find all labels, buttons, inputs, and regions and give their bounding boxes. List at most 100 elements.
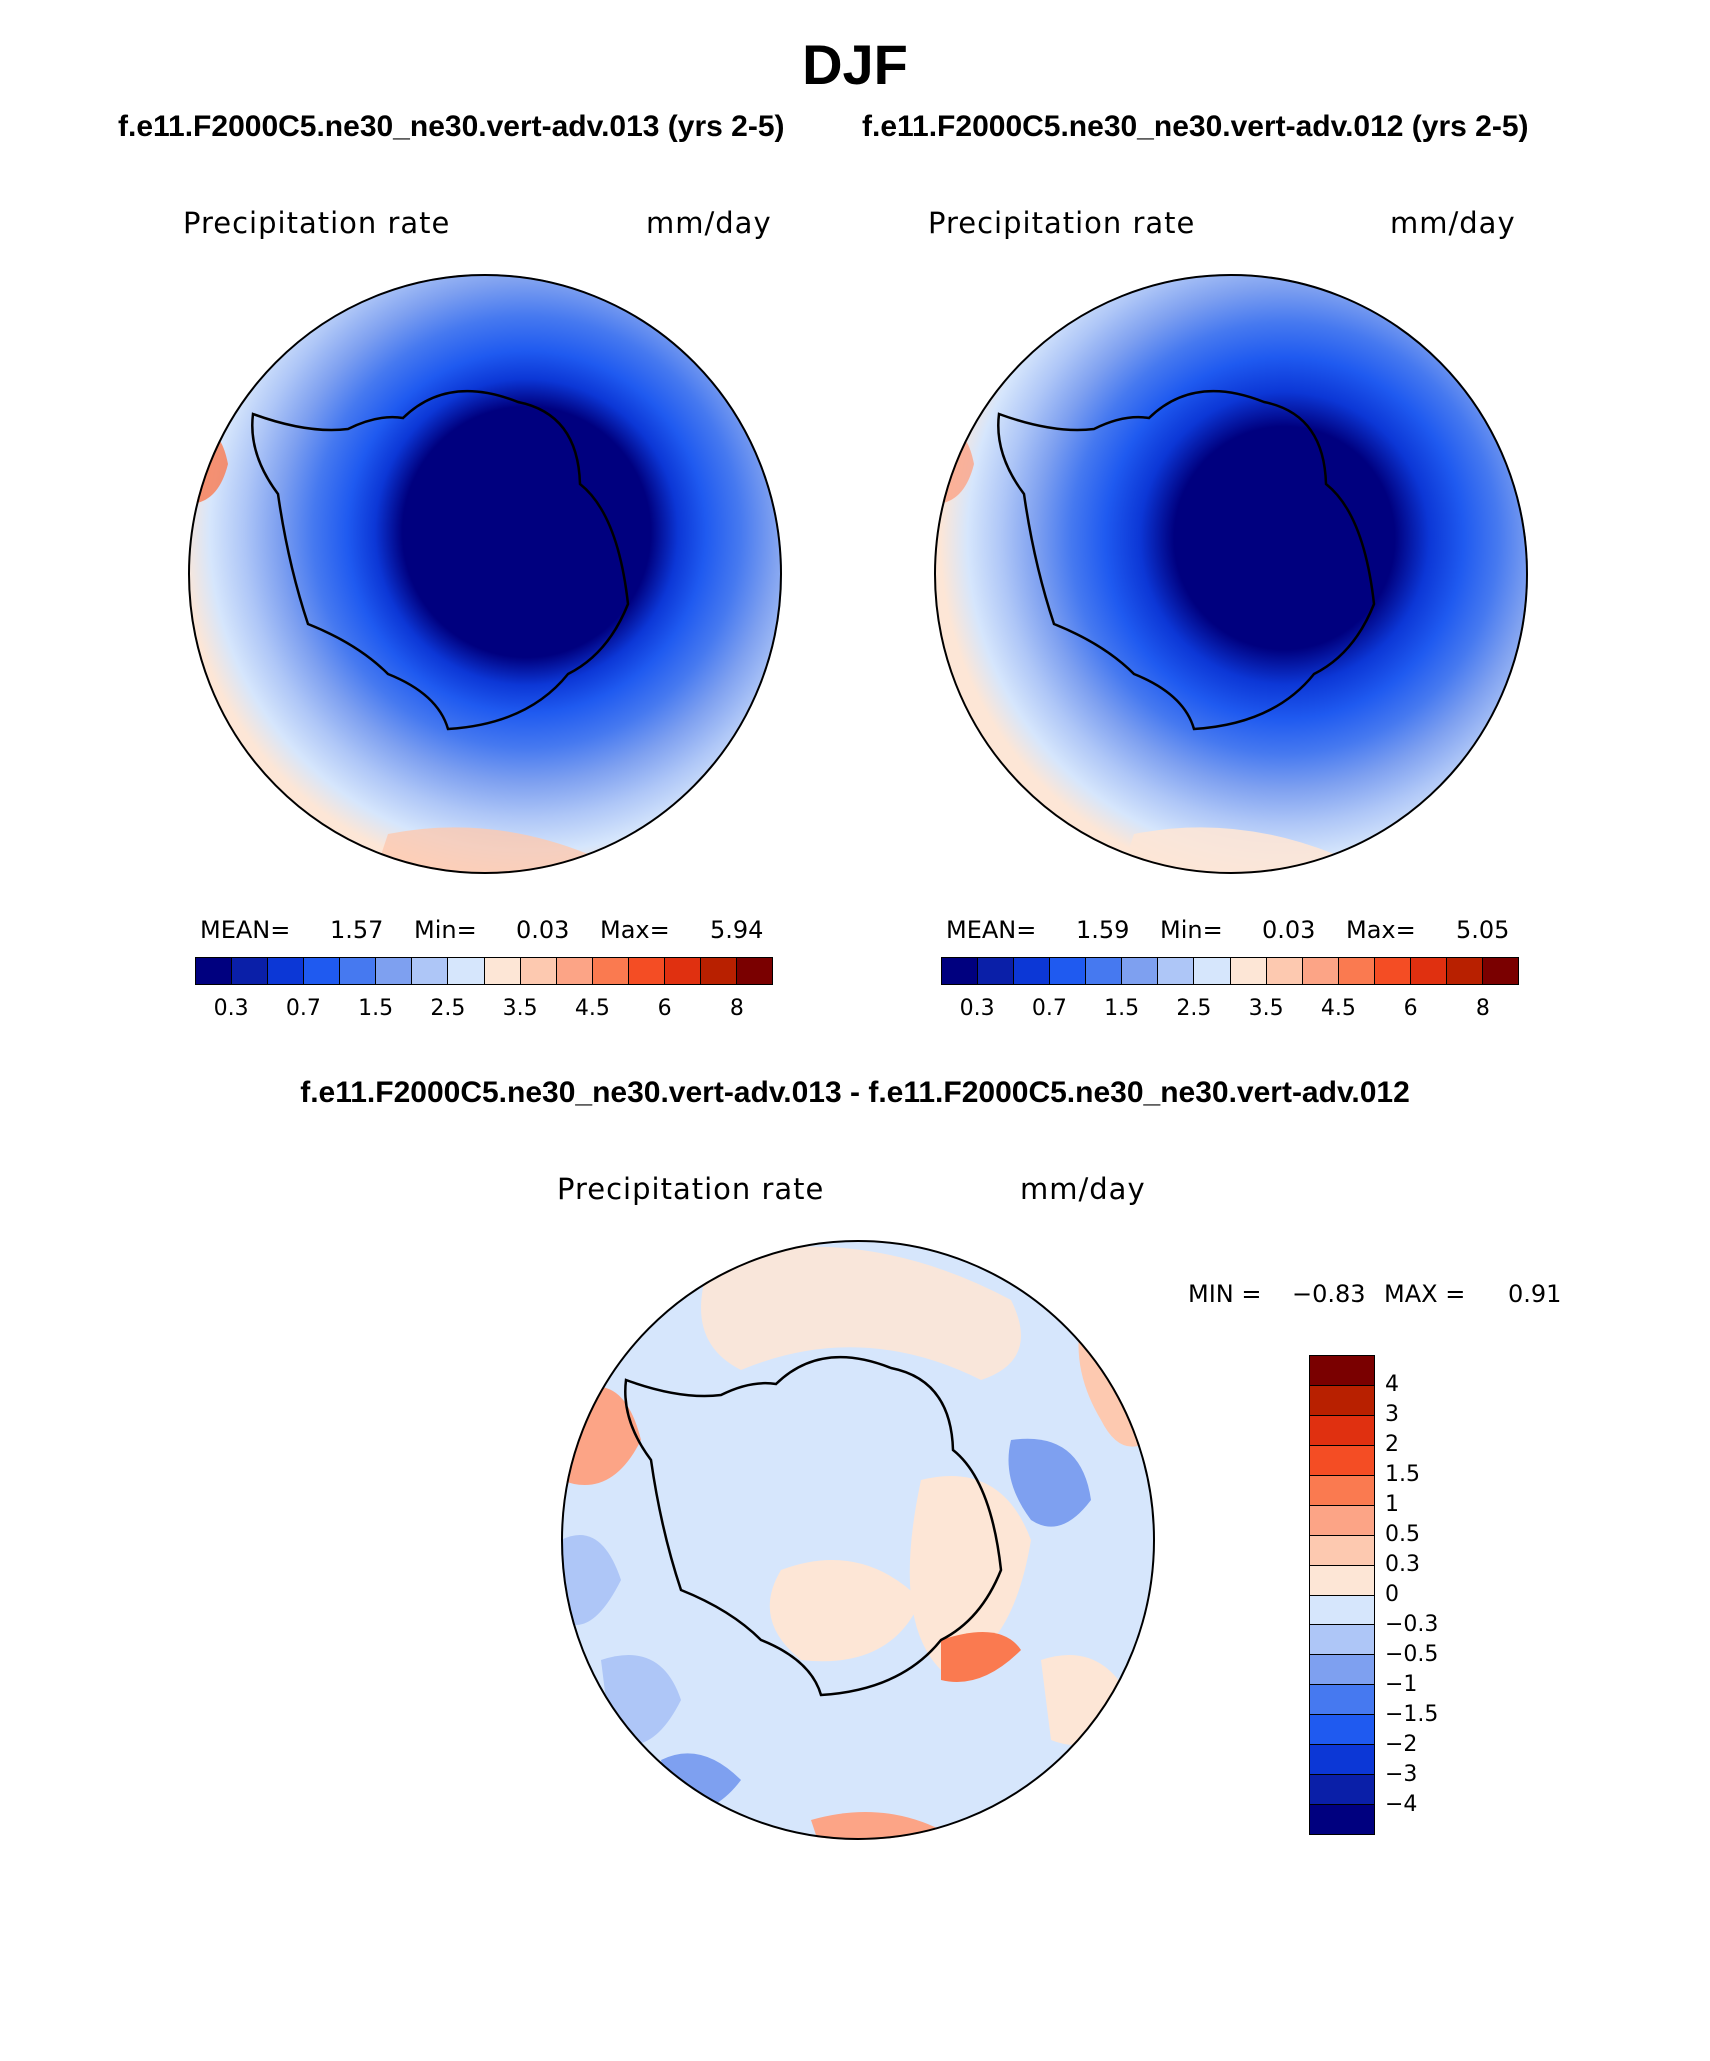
diff-colorbar-swatch [1310,1565,1374,1596]
diff-colorbar-tick-label: −4 [1385,1792,1418,1817]
right-units-label: mm/day [1390,206,1516,240]
right-max-value: 5.05 [1456,916,1510,944]
left-colorbar-swatch [700,958,737,984]
diff-colorbar-tick-label: −0.5 [1385,1642,1439,1667]
right-colorbar-swatch [1446,958,1483,984]
right-colorbar-swatch [1230,958,1267,984]
left-colorbar-swatch [268,958,305,984]
right-colorbar-ticks: 0.3 0.7 1.5 2.5 3.5 4.5 6 8 [941,996,1519,1026]
right-colorbar-tick-label: 8 [1475,996,1490,1021]
left-polar-map [188,274,782,874]
left-colorbar-swatch [304,958,341,984]
right-colorbar-tick-label: 6 [1403,996,1418,1021]
right-colorbar-swatch [1266,958,1303,984]
diff-colorbar-swatch [1310,1655,1374,1686]
right-colorbar-swatch [978,958,1015,984]
diff-colorbar-tick-label: −2 [1385,1732,1418,1757]
right-min-label: Min= [1160,916,1223,944]
left-variable-label: Precipitation rate [183,206,451,240]
left-colorbar-swatch [340,958,377,984]
diff-colorbar-ticks: 4 3 2 1.5 1 0.5 0.3 0 −0.3 −0.5 −1 −1.5 −2 −3 −4 [1385,1355,1505,1835]
diff-min-value: −0.83 [1292,1280,1366,1308]
diff-colorbar-tick-label: 2 [1385,1432,1399,1457]
left-colorbar-tick-label: 0.3 [213,996,249,1021]
right-mean-value: 1.59 [1076,916,1130,944]
right-colorbar-tick-label: 4.5 [1320,996,1356,1021]
left-colorbar-swatch [520,958,557,984]
right-colorbar-tick-label: 0.3 [959,996,995,1021]
left-colorbar-swatch [556,958,593,984]
right-colorbar-tick-label: 3.5 [1248,996,1284,1021]
main-title: DJF [802,33,908,96]
diff-colorbar-swatch [1310,1475,1374,1506]
diff-colorbar [1309,1355,1375,1835]
left-colorbar-swatch [484,958,521,984]
right-colorbar-swatch [1014,958,1051,984]
left-colorbar-swatch [412,958,449,984]
right-colorbar-swatch [1050,958,1087,984]
right-mean-label: MEAN= [946,916,1037,944]
diff-colorbar-swatch [1310,1805,1374,1834]
right-colorbar-swatch [1086,958,1123,984]
right-colorbar [941,957,1519,985]
right-colorbar-tick-label: 0.7 [1031,996,1067,1021]
diff-colorbar-tick-label: 1 [1385,1492,1399,1517]
diff-colorbar-swatch [1310,1445,1374,1476]
diff-colorbar-tick-label: 0.3 [1385,1552,1420,1577]
left-colorbar-swatch [628,958,665,984]
right-colorbar-swatch [1374,958,1411,984]
left-colorbar-swatch [664,958,701,984]
left-colorbar-swatch [376,958,413,984]
diff-colorbar-swatch [1310,1685,1374,1716]
diff-colorbar-tick-label: 0 [1385,1582,1399,1607]
diff-colorbar-tick-label: 0.5 [1385,1522,1420,1547]
right-colorbar-tick-label: 2.5 [1176,996,1212,1021]
diff-max-label: MAX = [1384,1280,1466,1308]
left-min-label: Min= [414,916,477,944]
right-colorbar-swatch [1122,958,1159,984]
right-colorbar-swatch [1194,958,1231,984]
diff-colorbar-tick-label: 1.5 [1385,1462,1420,1487]
left-colorbar-swatch [196,958,233,984]
left-min-value: 0.03 [516,916,570,944]
left-mean-label: MEAN= [200,916,291,944]
diff-colorbar-tick-label: 3 [1385,1402,1399,1427]
right-colorbar-swatch [1158,958,1195,984]
diff-colorbar-swatch [1310,1595,1374,1626]
left-max-label: Max= [600,916,670,944]
diff-colorbar-tick-label: −0.3 [1385,1612,1439,1637]
diff-colorbar-tick-label: −3 [1385,1762,1418,1787]
left-colorbar-tick-label: 3.5 [502,996,538,1021]
left-colorbar-tick-label: 6 [657,996,672,1021]
right-colorbar-swatch [1338,958,1375,984]
right-colorbar-swatch [1410,958,1447,984]
right-colorbar-swatch [1302,958,1339,984]
diff-min-label: MIN = [1188,1280,1262,1308]
case-title-right: f.e11.F2000C5.ne30_ne30.vert-adv.012 (yr… [862,110,1529,143]
diff-polar-map [561,1240,1155,1840]
diff-title: f.e11.F2000C5.ne30_ne30.vert-adv.013 - f… [300,1076,1410,1109]
left-max-value: 5.94 [710,916,764,944]
diff-colorbar-swatch [1310,1745,1374,1776]
left-antarctica-coastline [251,389,630,731]
diff-colorbar-tick-label: 4 [1385,1372,1399,1397]
left-colorbar-swatch [232,958,269,984]
diff-colorbar-swatch [1310,1415,1374,1446]
diff-colorbar-swatch [1310,1385,1374,1416]
right-variable-label: Precipitation rate [928,206,1196,240]
left-colorbar-swatch [592,958,629,984]
diff-colorbar-swatch [1310,1775,1374,1806]
diff-max-value: 0.91 [1508,1280,1562,1308]
right-antarctica-coastline [997,389,1376,731]
left-units-label: mm/day [646,206,772,240]
diff-colorbar-swatch [1310,1535,1374,1566]
diff-antarctica-coastline [624,1355,1003,1697]
left-colorbar-tick-label: 0.7 [285,996,321,1021]
left-colorbar-tick-label: 8 [729,996,744,1021]
case-title-left: f.e11.F2000C5.ne30_ne30.vert-adv.013 (yr… [118,110,785,143]
diff-colorbar-tick-label: −1.5 [1385,1702,1439,1727]
diff-colorbar-swatch [1310,1505,1374,1536]
right-colorbar-swatch [1482,958,1518,984]
diff-colorbar-tick-label: −1 [1385,1672,1418,1697]
right-colorbar-tick-label: 1.5 [1104,996,1140,1021]
